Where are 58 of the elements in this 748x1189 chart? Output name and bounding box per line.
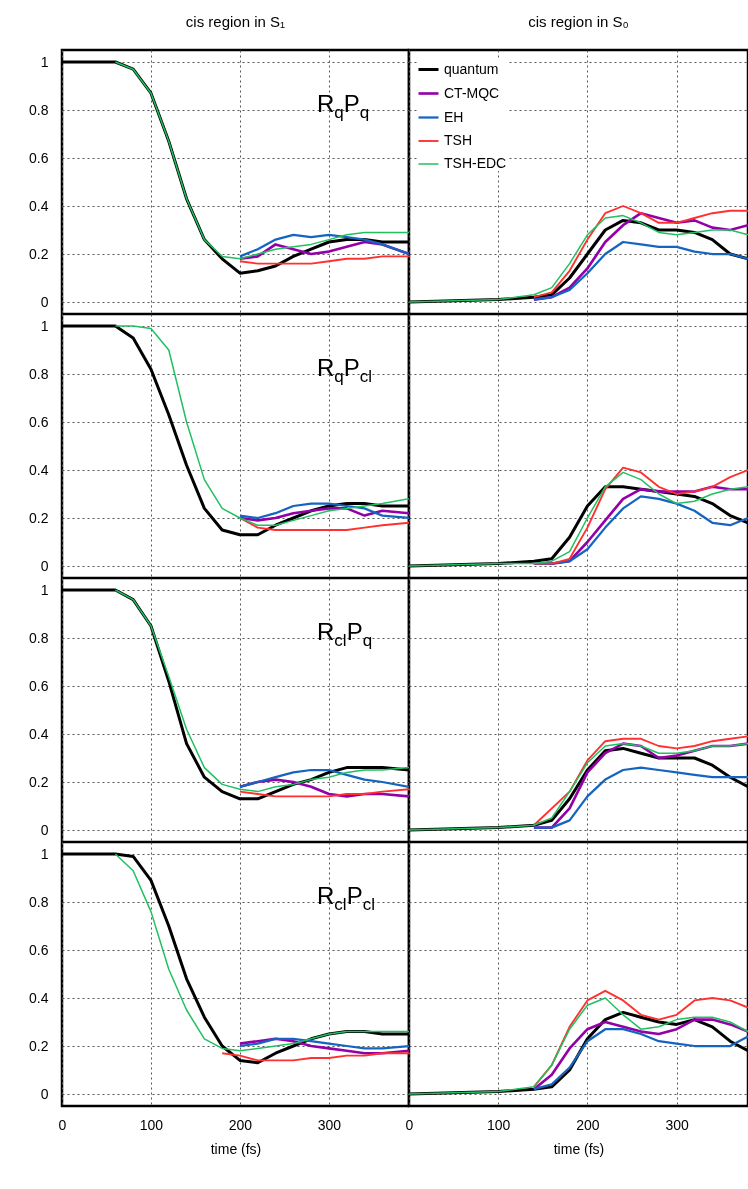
y-tick-label: 0.2 <box>29 245 49 262</box>
legend-label: TSH-EDC <box>444 155 507 171</box>
x-tick-label: 0 <box>405 1116 414 1133</box>
x-tick-label: 200 <box>576 1116 600 1133</box>
line-series <box>114 61 409 260</box>
chart-title: cis region in S₁ <box>185 13 286 30</box>
y-tick-label: 0.2 <box>29 1037 49 1054</box>
x-axis-title: time (fs) <box>553 1140 605 1157</box>
y-tick-label: 0.8 <box>29 101 49 118</box>
y-tick-label: 1 <box>40 581 49 598</box>
y-tick-label: 0.8 <box>29 893 49 910</box>
line-series <box>238 507 409 522</box>
y-tick-label: 0 <box>40 557 49 574</box>
y-tick-label: 0.2 <box>29 509 49 526</box>
line-series <box>221 1052 409 1062</box>
annotation: R$_{cl}$P$_{cl}$ <box>317 882 375 915</box>
y-tick-label: 0.6 <box>29 941 49 958</box>
legend-label: quantum <box>444 60 499 77</box>
y-tick-label: 0.4 <box>29 461 49 478</box>
y-tick-label: 0.8 <box>29 629 49 646</box>
annotation: R$_{cl}$P$_{q}$ <box>317 618 373 651</box>
legend-label: TSH <box>444 132 472 148</box>
line-series <box>114 589 409 793</box>
line-series <box>238 768 409 788</box>
annotation: R$_{q}$P$_{cl}$ <box>317 354 373 387</box>
legend-label: CT-MQC <box>444 84 500 101</box>
y-tick-label: 0 <box>40 1085 49 1102</box>
line-series <box>114 325 409 526</box>
y-tick-label: 0.6 <box>29 677 49 694</box>
x-tick-label: 200 <box>228 1116 253 1133</box>
y-tick-label: 0 <box>40 293 49 310</box>
y-tick-label: 0.2 <box>29 773 49 790</box>
y-tick-label: 1 <box>40 845 49 862</box>
line-series <box>239 788 409 798</box>
annotation: R$_{q}$P$_{q}$ <box>317 90 370 123</box>
line-series <box>114 853 409 1052</box>
y-tick-label: 1 <box>40 53 49 70</box>
line-series <box>238 1037 409 1050</box>
y-tick-label: 0.4 <box>29 197 49 214</box>
x-axis-title: time (fs) <box>210 1140 262 1157</box>
line-series <box>239 517 409 531</box>
line-series <box>238 233 409 258</box>
y-tick-label: 0.8 <box>29 365 49 382</box>
line-series <box>239 255 409 265</box>
x-tick-label: 100 <box>487 1116 511 1133</box>
x-tick-label: 100 <box>139 1116 164 1133</box>
y-tick-label: 0 <box>40 821 49 838</box>
y-tick-label: 0.4 <box>29 989 49 1006</box>
y-tick-label: 0.4 <box>29 725 49 742</box>
line-series <box>238 502 409 520</box>
y-tick-label: 0.6 <box>29 149 49 166</box>
legend-label: EH <box>444 108 464 125</box>
x-tick-label: 300 <box>317 1116 342 1133</box>
y-tick-label: 1 <box>40 317 49 334</box>
y-tick-label: 0.6 <box>29 413 49 430</box>
chart-title: cis region in S₀ <box>528 13 629 30</box>
x-tick-label: 0 <box>58 1116 67 1133</box>
x-tick-label: 300 <box>665 1116 690 1133</box>
